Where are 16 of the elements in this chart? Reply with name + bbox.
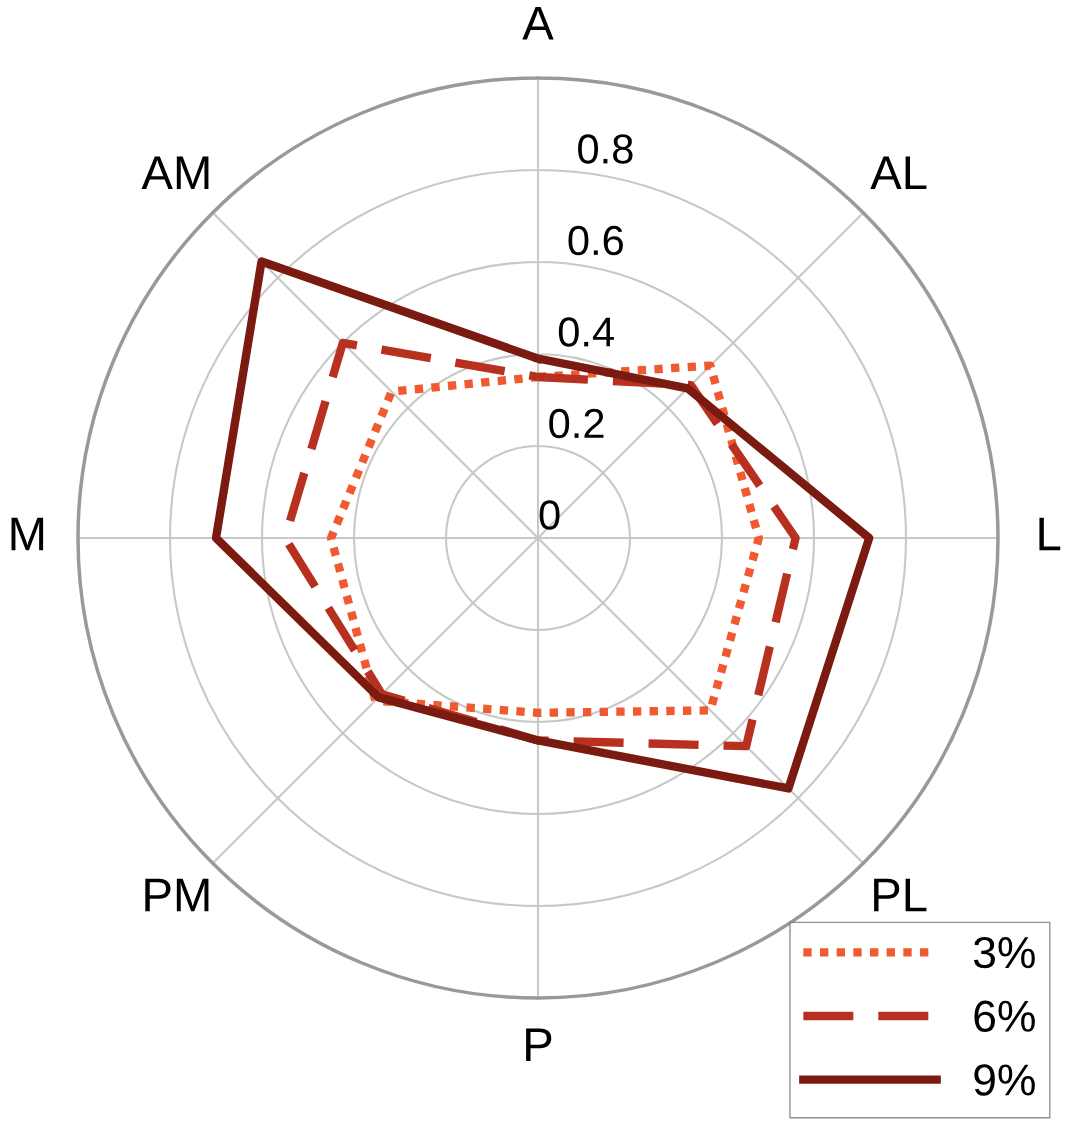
spoke-label: A [522,7,554,40]
y-tick-label: 0.8 [578,134,633,164]
legend-label: 9% [974,1064,1035,1096]
spoke-label: M [11,517,44,551]
spoke-label: AL [870,156,927,190]
spoke-label: PL [874,878,927,912]
spoke-label: PM [145,878,209,912]
legend-label: 3% [973,936,1035,969]
spoke-label: P [526,1028,552,1061]
y-tick-label: 0.6 [568,225,623,256]
y-tick-label: 0.4 [558,317,614,347]
spoke-label: AM [141,156,209,190]
legend-label: 6% [974,1000,1035,1033]
y-tick-label: 0.2 [549,408,604,439]
spoke-label: L [1039,517,1061,551]
y-tick-label: 0 [539,500,560,530]
